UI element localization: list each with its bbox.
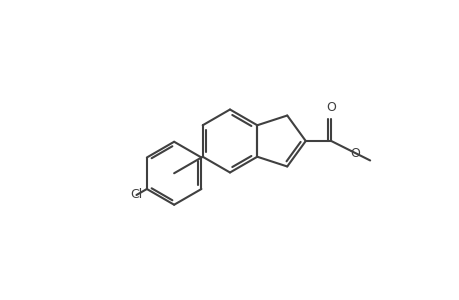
Text: Cl: Cl bbox=[130, 188, 142, 202]
Text: O: O bbox=[350, 147, 359, 160]
Text: O: O bbox=[325, 101, 336, 114]
